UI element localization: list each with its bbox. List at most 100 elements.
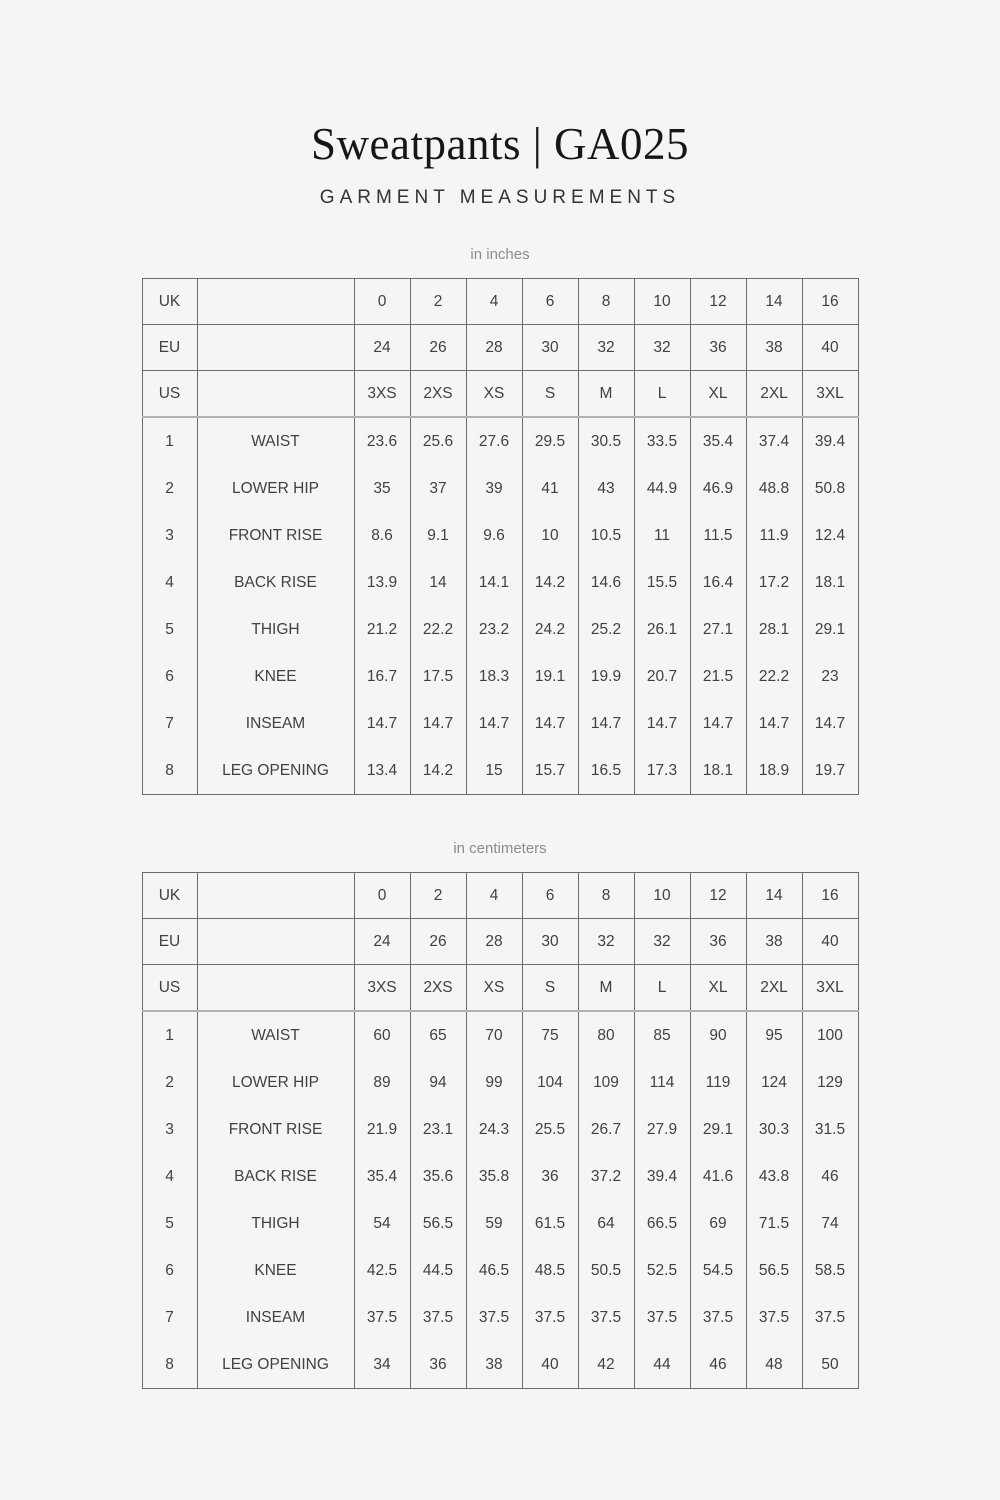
measurement-value-cell: 71.5 <box>745 1200 803 1247</box>
measurement-number-cell: 2 <box>141 1059 198 1106</box>
measurement-value-cell: 35.6 <box>409 1153 467 1200</box>
measurement-value-cell: 22.2 <box>745 653 803 700</box>
size-value-cell: 2 <box>409 872 467 919</box>
size-table-inches: UK 0 2 4 6 8 10 12 14 16 EU 24 26 28 30 32 32 36 38 40 US 3XS… <box>141 278 859 795</box>
measurement-number-cell: 3 <box>141 512 198 559</box>
measurement-value-cell: 56.5 <box>745 1247 803 1294</box>
size-value-cell: 16 <box>801 278 859 325</box>
measurement-value-cell: 18.9 <box>745 747 803 795</box>
size-value-cell: XS <box>465 964 523 1012</box>
measurement-value-cell: 35.8 <box>465 1153 523 1200</box>
measurement-row: 6 KNEE 16.7 17.5 18.3 19.1 19.9 20.7 21.5 22.2 23 <box>141 653 859 700</box>
measurement-value-cell: 46 <box>689 1341 747 1389</box>
measurement-value-cell: 52.5 <box>633 1247 691 1294</box>
measurement-name-cell: BACK RISE <box>196 1153 355 1200</box>
size-name-spacer-cell <box>196 324 355 371</box>
measurement-row: 3 FRONT RISE 21.9 23.1 24.3 25.5 26.7 27.9 29.1 3… <box>141 1106 859 1153</box>
measurement-value-cell: 14.7 <box>465 700 523 747</box>
measurement-value-cell: 25.6 <box>409 417 467 465</box>
size-value-cell: L <box>633 370 691 418</box>
size-value-cell: 3XS <box>353 370 411 418</box>
measurement-value-cell: 17.3 <box>633 747 691 795</box>
measurement-value-cell: 24.2 <box>521 606 579 653</box>
measurement-value-cell: 35.4 <box>353 1153 411 1200</box>
size-value-cell: 12 <box>689 872 747 919</box>
measurement-value-cell: 37.5 <box>353 1294 411 1341</box>
size-value-cell: 2XL <box>745 964 803 1012</box>
measurement-value-cell: 36 <box>409 1341 467 1389</box>
measurement-value-cell: 35.4 <box>689 417 747 465</box>
measurement-value-cell: 94 <box>409 1059 467 1106</box>
measurement-number-cell: 5 <box>141 1200 198 1247</box>
size-value-cell: L <box>633 964 691 1012</box>
measurement-value-cell: 44.9 <box>633 465 691 512</box>
measurement-name-cell: WAIST <box>196 417 355 465</box>
measurement-value-cell: 50.5 <box>577 1247 635 1294</box>
measurement-value-cell: 11.5 <box>689 512 747 559</box>
measurement-value-cell: 14.7 <box>633 700 691 747</box>
measurement-name-cell: THIGH <box>196 1200 355 1247</box>
measurement-value-cell: 59 <box>465 1200 523 1247</box>
measurement-value-cell: 18.1 <box>801 559 859 606</box>
measurement-value-cell: 8.6 <box>353 512 411 559</box>
measurement-value-cell: 29.1 <box>801 606 859 653</box>
measurement-value-cell: 14.7 <box>353 700 411 747</box>
measurement-value-cell: 37.2 <box>577 1153 635 1200</box>
measurement-value-cell: 23.6 <box>353 417 411 465</box>
size-value-cell: 3XL <box>801 370 859 418</box>
measurement-value-cell: 90 <box>689 1011 747 1059</box>
size-system-cell: UK <box>141 278 198 325</box>
measurement-value-cell: 37.5 <box>521 1294 579 1341</box>
size-value-cell: 24 <box>353 918 411 965</box>
size-system-cell: US <box>141 964 198 1012</box>
measurement-value-cell: 11 <box>633 512 691 559</box>
measurement-value-cell: 58.5 <box>801 1247 859 1294</box>
size-value-cell: 2 <box>409 278 467 325</box>
measurement-value-cell: 119 <box>689 1059 747 1106</box>
measurement-value-cell: 37.4 <box>745 417 803 465</box>
measurement-value-cell: 26.1 <box>633 606 691 653</box>
measurement-number-cell: 4 <box>141 559 198 606</box>
measurement-value-cell: 12.4 <box>801 512 859 559</box>
measurement-number-cell: 6 <box>141 653 198 700</box>
size-value-cell: 26 <box>409 324 467 371</box>
measurement-value-cell: 54 <box>353 1200 411 1247</box>
measurement-value-cell: 23.1 <box>409 1106 467 1153</box>
measurement-value-cell: 37.5 <box>409 1294 467 1341</box>
measurement-number-cell: 4 <box>141 1153 198 1200</box>
measurement-value-cell: 48 <box>745 1341 803 1389</box>
measurement-name-cell: LOWER HIP <box>196 465 355 512</box>
measurement-value-cell: 15 <box>465 747 523 795</box>
measurement-value-cell: 65 <box>409 1011 467 1059</box>
measurement-value-cell: 14.7 <box>521 700 579 747</box>
size-value-cell: XL <box>689 964 747 1012</box>
measurement-value-cell: 10 <box>521 512 579 559</box>
size-value-cell: 38 <box>745 324 803 371</box>
measurement-value-cell: 109 <box>577 1059 635 1106</box>
measurement-value-cell: 17.5 <box>409 653 467 700</box>
size-system-cell: EU <box>141 918 198 965</box>
measurement-value-cell: 26.7 <box>577 1106 635 1153</box>
measurement-row: 5 THIGH 21.2 22.2 23.2 24.2 25.2 26.1 27.1 28.1 29… <box>141 606 859 653</box>
size-value-cell: 38 <box>745 918 803 965</box>
size-value-cell: 2XS <box>409 964 467 1012</box>
size-value-cell: 14 <box>745 278 803 325</box>
measurement-name-cell: LEG OPENING <box>196 747 355 795</box>
page-title: Sweatpants | GA025 <box>311 119 689 169</box>
measurement-body: 1 WAIST 60 65 70 75 80 85 90 95 100 2 LOWER HIP 89 94 9… <box>141 1011 859 1389</box>
measurement-number-cell: 7 <box>141 1294 198 1341</box>
measurement-value-cell: 41 <box>521 465 579 512</box>
size-value-cell: 40 <box>801 918 859 965</box>
size-value-cell: 16 <box>801 872 859 919</box>
measurement-name-cell: THIGH <box>196 606 355 653</box>
measurement-name-cell: LOWER HIP <box>196 1059 355 1106</box>
measurement-value-cell: 46.5 <box>465 1247 523 1294</box>
measurement-body: 1 WAIST 23.6 25.6 27.6 29.5 30.5 33.5 35.4 37.4 39… <box>141 417 859 795</box>
measurement-value-cell: 66.5 <box>633 1200 691 1247</box>
measurement-value-cell: 104 <box>521 1059 579 1106</box>
size-value-cell: 3XS <box>353 964 411 1012</box>
measurement-value-cell: 23 <box>801 653 859 700</box>
measurement-value-cell: 37 <box>409 465 467 512</box>
measurement-value-cell: 36 <box>521 1153 579 1200</box>
measurement-value-cell: 56.5 <box>409 1200 467 1247</box>
